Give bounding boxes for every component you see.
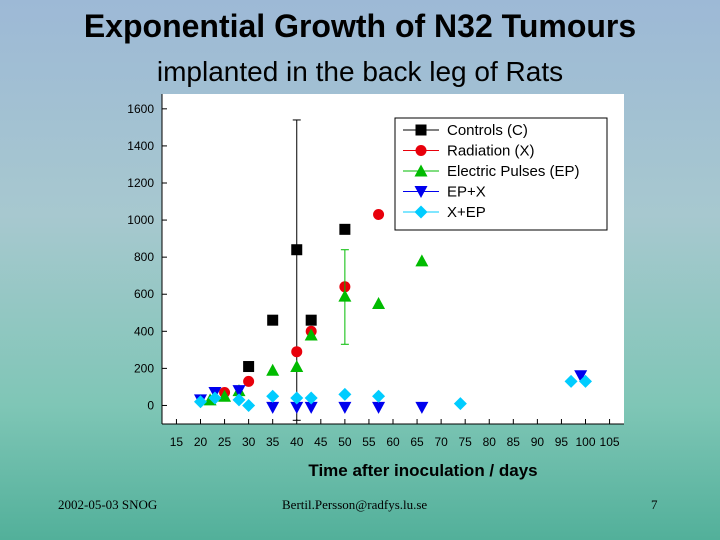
data-point-triangle-down: [338, 401, 352, 414]
data-point-diamond: [579, 374, 592, 388]
data-point-diamond: [453, 397, 467, 411]
x-tick-label: 40: [290, 435, 304, 449]
x-tick-label: 45: [314, 435, 328, 449]
data-point-diamond: [194, 395, 207, 409]
data-point-triangle-up: [304, 328, 318, 341]
data-point-triangle-up: [415, 254, 429, 267]
x-tick-label: 95: [555, 435, 569, 449]
x-tick-label: 105: [600, 435, 620, 449]
x-tick-label: 20: [194, 435, 208, 449]
x-tick-label: 25: [218, 435, 232, 449]
data-point-triangle-down: [372, 401, 386, 414]
legend-marker: [414, 205, 428, 219]
legend-label: Radiation (X): [447, 143, 535, 160]
legend-marker: [414, 164, 428, 177]
data-point-circle: [373, 209, 385, 221]
legend-label: Electric Pulses (EP): [447, 163, 580, 180]
legend-marker: [415, 145, 427, 156]
data-point-triangle-down: [304, 401, 318, 414]
data-point-triangle-down: [574, 370, 588, 383]
x-tick-label: 70: [434, 435, 448, 449]
y-tick-label: 0: [147, 398, 154, 412]
data-point-diamond: [564, 374, 578, 388]
x-tick-label: 15: [170, 435, 184, 449]
data-point-triangle-down: [232, 385, 246, 398]
page-number: 7: [651, 497, 658, 512]
x-axis-label: Time after inoculation / days: [308, 461, 537, 480]
y-tick-label: 400: [134, 324, 154, 338]
x-tick-label: 90: [531, 435, 545, 449]
footer-date: 2002-05-03 SNOG: [58, 497, 158, 512]
data-point-circle: [243, 375, 255, 387]
data-point-diamond: [372, 389, 386, 403]
data-point-square: [305, 314, 317, 326]
x-tick-label: 100: [575, 435, 595, 449]
slide-subtitle: implanted in the back leg of Rats: [156, 56, 564, 87]
data-point-triangle-up: [290, 360, 304, 373]
footer-email: Bertil.Persson@radfys.lu.se: [282, 497, 428, 512]
data-point-square: [267, 314, 279, 326]
x-tick-label: 85: [507, 435, 521, 449]
slide-title: Exponential Growth of N32 Tumours: [83, 8, 637, 44]
data-point-triangle-down: [290, 401, 304, 414]
legend-label: X+EP: [447, 204, 486, 221]
legend-marker: [415, 124, 427, 136]
data-point-square: [243, 361, 255, 373]
data-point-triangle-up: [218, 389, 232, 402]
y-tick-label: 1400: [127, 139, 154, 153]
y-tick-label: 1600: [127, 102, 154, 116]
data-point-triangle-down: [415, 401, 429, 414]
data-point-diamond: [338, 387, 352, 401]
x-tick-label: 30: [242, 435, 256, 449]
x-tick-label: 75: [459, 435, 473, 449]
data-point-triangle-up: [266, 363, 280, 376]
y-tick-label: 800: [134, 250, 154, 264]
y-tick-label: 600: [134, 287, 154, 301]
y-tick-label: 200: [134, 361, 154, 375]
x-tick-label: 60: [386, 435, 400, 449]
data-point-diamond: [304, 391, 318, 405]
data-point-triangle-up: [372, 296, 386, 309]
legend-box: [394, 117, 608, 231]
x-tick-label: 35: [266, 435, 280, 449]
data-point-triangle-up: [338, 289, 352, 302]
y-tick-label: 1000: [127, 213, 154, 227]
data-point-circle: [291, 346, 303, 358]
data-point-diamond: [266, 389, 280, 403]
x-tick-label: 80: [483, 435, 497, 449]
data-point-diamond: [208, 391, 222, 405]
x-tick-label: 65: [410, 435, 424, 449]
x-tick-label: 50: [338, 435, 352, 449]
x-tick-label: 55: [362, 435, 376, 449]
y-tick-label: 1200: [127, 176, 154, 190]
data-point-diamond: [290, 391, 304, 405]
data-point-triangle-down: [266, 401, 280, 414]
data-point-diamond: [242, 398, 256, 412]
legend-label: Controls (C): [447, 122, 528, 139]
data-point-square: [339, 223, 351, 235]
legend-label: EP+X: [447, 184, 486, 201]
legend-marker: [414, 186, 428, 198]
data-point-square: [291, 244, 303, 256]
data-point-diamond: [232, 393, 246, 407]
